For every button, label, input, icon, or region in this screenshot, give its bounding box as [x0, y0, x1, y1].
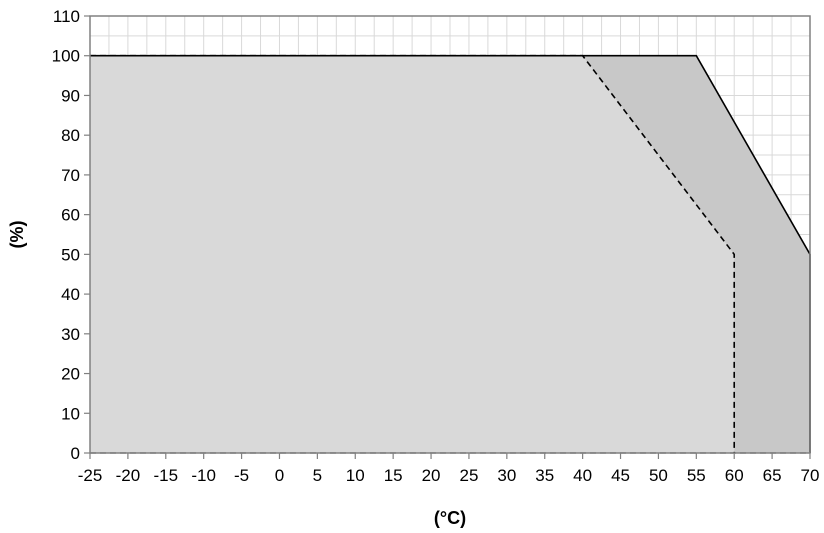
y-tick-label: 90 — [61, 86, 80, 105]
y-tick-label: 10 — [61, 404, 80, 423]
x-axis-title: (°C) — [434, 508, 466, 528]
area-series-2 — [90, 55, 735, 454]
curve-series-2 — [90, 54, 736, 453]
plot-frame — [89, 15, 811, 454]
x-tick-label: 60 — [725, 466, 744, 485]
x-tick-label: -10 — [191, 466, 216, 485]
axes — [84, 15, 811, 459]
y-tick-label: 70 — [61, 166, 80, 185]
x-tick-labels: -25 -20 -15 -10 -5 0 5 10 15 20 25 30 35 40 45 50 55 60 65… — [78, 466, 820, 485]
y-tick-labels: 0 10 20 30 40 50 60 70 80 90 100 110 — [52, 7, 80, 463]
areas — [90, 55, 810, 454]
y-tick-label: 110 — [53, 7, 80, 26]
x-tick-label: 45 — [611, 466, 630, 485]
x-tick-label: 40 — [573, 466, 592, 485]
x-tick-label: -20 — [116, 466, 141, 485]
x-tick-label: 10 — [346, 466, 365, 485]
x-tick-label: 25 — [459, 466, 478, 485]
x-tick-label: 35 — [535, 466, 554, 485]
x-tick-label: 20 — [422, 466, 441, 485]
y-tick-label: 30 — [61, 325, 80, 344]
x-tick-label: 65 — [763, 466, 782, 485]
y-tick-label: 100 — [52, 47, 80, 66]
x-tick-label: 15 — [384, 466, 403, 485]
x-tick-label: -15 — [154, 466, 179, 485]
y-tick-label: 50 — [61, 245, 80, 264]
x-tick-label: -25 — [78, 466, 103, 485]
y-axis-title: (%) — [7, 221, 27, 249]
x-tick-label: 70 — [801, 466, 820, 485]
y-tick-label: 0 — [71, 444, 80, 463]
x-tick-label: 50 — [649, 466, 668, 485]
x-tick-label: 55 — [687, 466, 706, 485]
y-tick-label: 60 — [61, 206, 80, 225]
x-tick-label: 5 — [313, 466, 322, 485]
y-tick-label: 80 — [61, 126, 80, 145]
y-tick-label: 40 — [61, 285, 80, 304]
x-tick-label: -5 — [234, 466, 249, 485]
y-tick-label: 20 — [61, 365, 80, 384]
x-tick-label: 0 — [275, 466, 284, 485]
x-tick-label: 30 — [497, 466, 516, 485]
